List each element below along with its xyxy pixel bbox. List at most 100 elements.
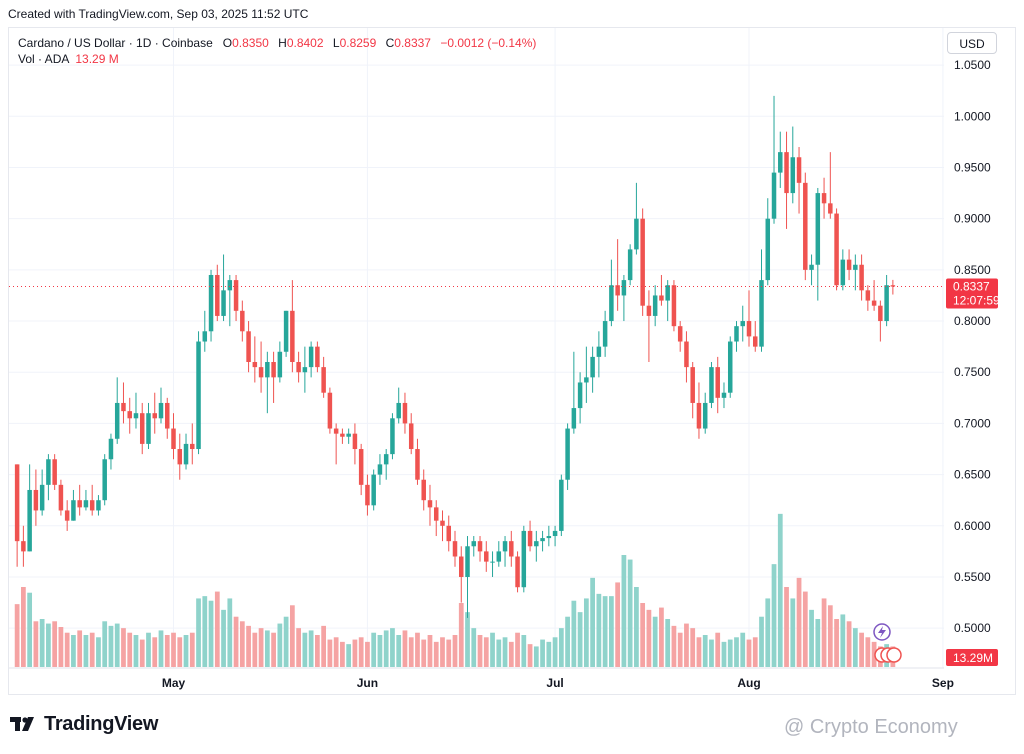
candle-body [177,449,183,465]
candle-body [46,459,51,485]
candle-body [21,541,26,552]
volume-bar [759,616,764,667]
candle-body [302,367,308,373]
volume-bar [659,607,664,667]
volume-bar [627,559,633,667]
candle-body [215,274,220,316]
candle-body [621,280,627,296]
candle-body [884,285,889,322]
candle-body [834,213,839,286]
candle-body [221,290,226,316]
candle-body [753,336,758,347]
created-with-text: Created with TradingView.com, Sep 03, 20… [8,7,309,21]
candle-body [277,351,283,378]
candle-body [252,362,258,368]
candle-body [571,408,577,429]
volume-bar [796,577,802,667]
volume-bar [508,641,514,667]
candlesticks [14,95,896,618]
candle-body [390,418,395,455]
volume-bar [571,600,577,667]
candle-body [477,541,483,552]
volume-bar [289,605,295,667]
high-value: 0.8402 [286,36,324,50]
volume-bar [746,639,752,667]
volume-bar [415,632,420,667]
candle-body [821,193,827,204]
symbol-legend: Cardano / US Dollar · 1D · Coinbase O0.8… [18,36,542,50]
volume-bar [296,628,301,667]
volume-legend: Vol · ADA 13.29 M [18,52,119,66]
candle-body [146,413,151,444]
price-tick-label: 1.0500 [954,58,991,72]
volume-bar [652,616,658,667]
volume-bar [590,577,595,667]
volume-bar [377,635,383,667]
price-tick-label: 0.7000 [954,416,991,430]
volume-bar [365,641,370,667]
candle-body [790,157,796,194]
volume-bar [27,592,33,667]
volume-bar [58,627,64,667]
candle-body [240,310,245,332]
price-tick-label: 0.6500 [954,468,991,482]
volume-bar [108,625,114,667]
volume-bar [840,614,846,667]
candle-body [559,479,564,531]
candle-body [527,530,533,547]
tradingview-logo[interactable]: TradingView [10,713,158,736]
price-tick-label: 0.6000 [954,519,991,533]
volume-bar [327,639,333,667]
candle-body [271,362,276,378]
volume-badge [946,649,998,666]
volume-bar [139,639,145,667]
candle-body [371,474,376,506]
volume-bar [71,635,76,667]
low-label: L [332,36,340,50]
volume-bar [540,639,545,667]
candle-body [152,413,157,419]
volume-bar [696,637,702,667]
lightning-glyph [878,626,886,638]
low-value: 0.8259 [339,36,377,50]
volume-bar [158,630,164,667]
volume-bar [233,616,239,667]
candle-body [190,443,195,450]
volume-bar [665,619,671,667]
volume-bar [521,635,527,667]
candle-body [509,541,514,557]
volume-bar [221,609,226,667]
candle-body [490,561,495,563]
candle-body [659,295,664,301]
candle-body [715,367,720,398]
price-tick-label: 0.5500 [954,570,991,584]
volume-bar [396,635,402,667]
volume-bar [102,621,108,667]
volume-bar [121,628,126,667]
candle-body [352,433,358,450]
candle-body [77,500,82,508]
candle-body [133,413,139,419]
volume-bar [146,632,151,667]
candle-body [684,341,689,368]
volume-bar [283,616,289,667]
volume-bar [14,604,20,667]
volume-bar [358,637,364,667]
open-value: 0.8350 [232,36,269,50]
candle-body [615,285,620,296]
candle-body [327,392,333,429]
volume-bar [671,625,677,667]
flag-icon [886,647,902,663]
volume-bar [677,632,683,667]
volume-bar [183,635,189,667]
volume-bar [171,632,176,667]
volume-bar [315,635,320,667]
volume-bar [21,587,26,667]
currency-button[interactable]: USD [947,32,997,54]
volume-bar [39,619,45,667]
candle-body [471,541,477,547]
volume-bar [264,630,270,667]
volume-bar [621,555,627,667]
volume-bar [202,596,208,667]
